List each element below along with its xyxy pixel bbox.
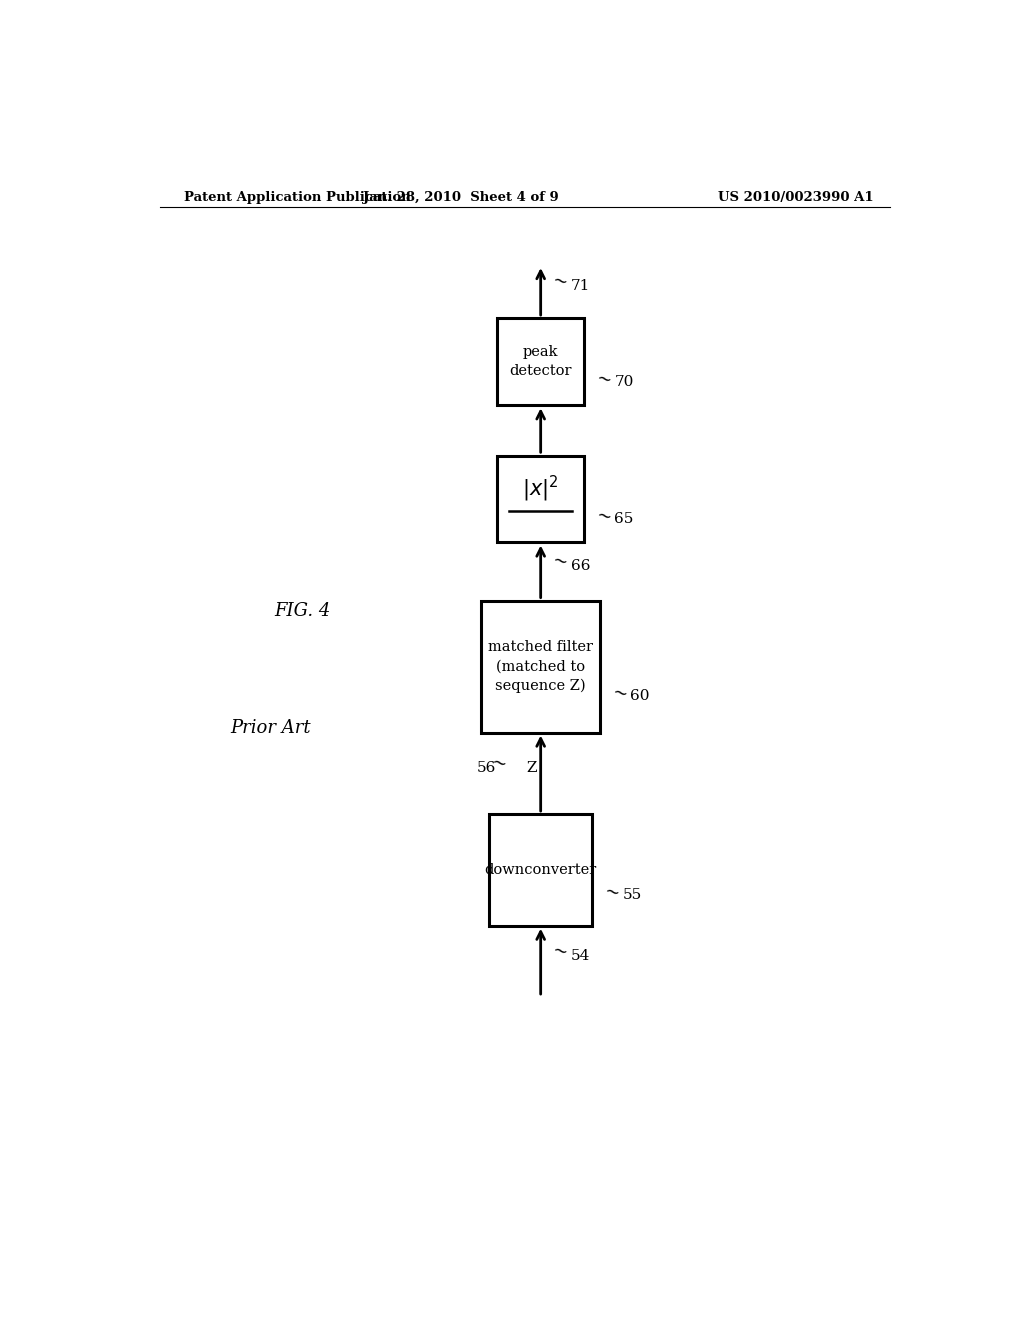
Bar (489, 814, 592, 925)
Text: FIG. 4: FIG. 4 (274, 602, 331, 619)
Text: Patent Application Publication: Patent Application Publication (183, 191, 411, 203)
Text: US 2010/0023990 A1: US 2010/0023990 A1 (719, 191, 873, 203)
Text: $|x|^{2}$: $|x|^{2}$ (522, 474, 559, 504)
Text: ∼: ∼ (550, 941, 569, 962)
Text: ∼: ∼ (550, 550, 569, 572)
Text: 70: 70 (614, 375, 634, 389)
Text: Jan. 28, 2010  Sheet 4 of 9: Jan. 28, 2010 Sheet 4 of 9 (364, 191, 559, 203)
Text: 60: 60 (631, 689, 650, 704)
Text: downconverter: downconverter (484, 863, 597, 876)
Text: ∼: ∼ (602, 882, 621, 903)
Text: ∼: ∼ (594, 368, 613, 389)
Text: peak
detector: peak detector (509, 345, 572, 379)
Text: matched filter
(matched to
sequence Z): matched filter (matched to sequence Z) (488, 640, 593, 693)
Text: ∼: ∼ (594, 506, 613, 527)
Text: ∼: ∼ (489, 752, 508, 774)
Bar (497, 455, 585, 543)
Text: 66: 66 (570, 560, 590, 573)
Text: Z: Z (526, 762, 537, 775)
Bar (481, 601, 600, 733)
Text: ∼: ∼ (609, 682, 629, 704)
Text: 55: 55 (623, 888, 642, 903)
Text: 56: 56 (477, 762, 497, 775)
Text: 65: 65 (614, 512, 634, 527)
Text: Prior Art: Prior Art (230, 718, 311, 737)
Bar (497, 318, 585, 405)
Text: 71: 71 (570, 280, 590, 293)
Text: 54: 54 (570, 949, 590, 964)
Text: ∼: ∼ (550, 271, 569, 292)
